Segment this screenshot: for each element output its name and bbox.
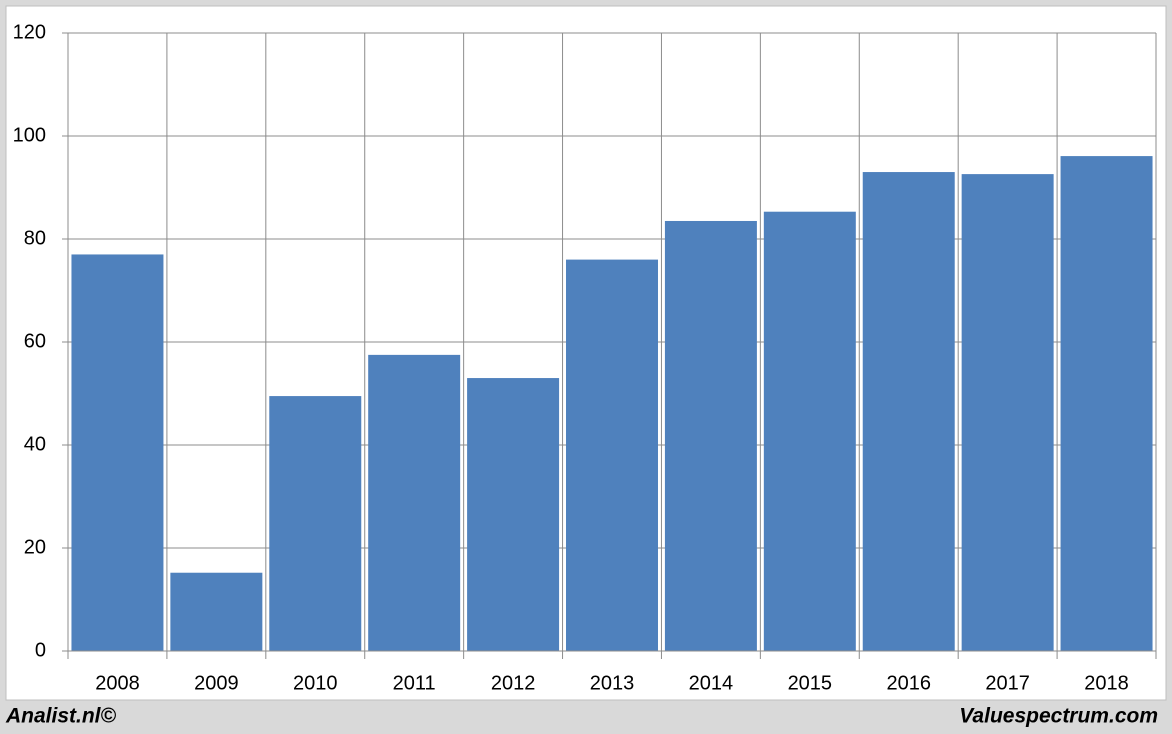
footer-right: Valuespectrum.com: [959, 705, 1158, 728]
bar: [368, 354, 461, 651]
x-tick-label: 2017: [985, 672, 1030, 694]
x-tick-label: 2010: [293, 672, 338, 694]
bar: [961, 174, 1054, 652]
x-tick-label: 2014: [689, 672, 734, 694]
x-tick-label: 2018: [1084, 672, 1129, 694]
bar: [269, 396, 362, 651]
y-tick-label: 120: [13, 21, 46, 43]
y-tick-label: 80: [24, 227, 46, 249]
bar: [862, 172, 955, 652]
y-tick-label: 0: [35, 639, 46, 661]
y-tick-label: 100: [13, 124, 46, 146]
x-tick-label: 2012: [491, 672, 536, 694]
x-tick-label: 2016: [886, 672, 931, 694]
bar: [71, 254, 164, 651]
y-tick-label: 40: [24, 433, 46, 455]
x-tick-label: 2013: [590, 672, 635, 694]
x-tick-label: 2011: [393, 672, 436, 694]
x-tick-label: 2015: [788, 672, 833, 694]
bar: [170, 572, 263, 651]
x-tick-label: 2008: [95, 672, 140, 694]
bar: [1060, 156, 1153, 651]
bar: [763, 211, 856, 651]
footer-left: Analist.nl©: [5, 705, 117, 728]
bar: [566, 259, 658, 651]
bar: [467, 378, 560, 651]
bar: [664, 220, 757, 651]
y-tick-label: 60: [24, 330, 46, 352]
x-tick-label: 2009: [194, 672, 239, 694]
y-tick-label: 20: [24, 536, 46, 558]
